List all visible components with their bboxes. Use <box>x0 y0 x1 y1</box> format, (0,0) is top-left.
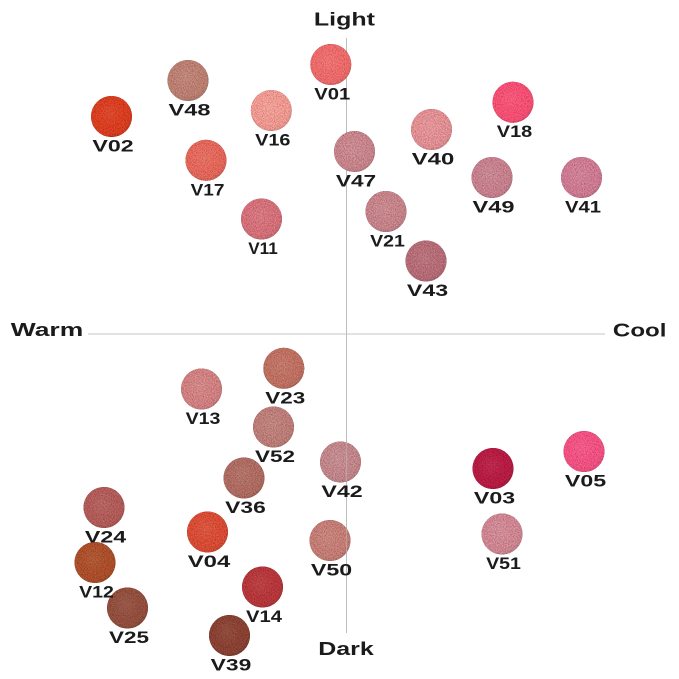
svg-text:V02: V02 <box>92 138 133 156</box>
svg-text:Light: Light <box>314 9 375 30</box>
svg-text:V04: V04 <box>188 553 232 571</box>
svg-text:V49: V49 <box>473 199 515 217</box>
svg-text:V25: V25 <box>109 629 149 647</box>
svg-text:V17: V17 <box>191 181 225 199</box>
svg-text:V47: V47 <box>336 173 376 191</box>
svg-text:V36: V36 <box>225 499 266 517</box>
svg-text:Dark: Dark <box>318 638 374 659</box>
svg-text:V03: V03 <box>474 490 515 508</box>
svg-text:V16: V16 <box>255 132 290 150</box>
svg-text:V05: V05 <box>565 473 606 491</box>
svg-text:V40: V40 <box>412 151 455 169</box>
svg-text:V48: V48 <box>169 102 211 120</box>
svg-text:V42: V42 <box>321 483 362 501</box>
svg-text:V23: V23 <box>265 389 305 407</box>
svg-text:V21: V21 <box>370 233 405 251</box>
svg-text:V11: V11 <box>248 240 278 258</box>
svg-text:V12: V12 <box>79 584 114 602</box>
svg-text:V14: V14 <box>246 608 283 626</box>
svg-text:Cool: Cool <box>613 320 667 341</box>
svg-text:V52: V52 <box>255 448 295 466</box>
svg-text:V43: V43 <box>407 282 448 300</box>
svg-text:V13: V13 <box>186 410 221 428</box>
svg-text:V01: V01 <box>314 86 350 104</box>
svg-text:V24: V24 <box>85 529 127 547</box>
svg-text:V18: V18 <box>497 123 532 141</box>
svg-text:V51: V51 <box>486 555 521 573</box>
svg-text:V50: V50 <box>311 562 352 580</box>
svg-text:V39: V39 <box>211 657 252 675</box>
svg-text:Warm: Warm <box>11 319 84 340</box>
svg-text:V41: V41 <box>565 199 601 217</box>
